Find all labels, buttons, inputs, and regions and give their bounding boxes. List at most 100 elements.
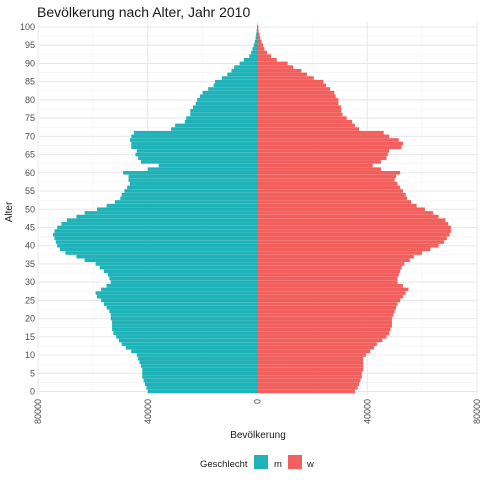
bar-w-age-61 (257, 167, 381, 171)
x-tick-label: 80000 (33, 399, 43, 424)
bar-m-age-49 (84, 211, 258, 215)
bar-m-age-21 (110, 313, 258, 317)
bar-m-age-15 (116, 335, 258, 339)
bar-w-age-75 (257, 116, 347, 120)
bar-w-age-58 (257, 178, 395, 182)
bar-m-age-98 (256, 32, 258, 37)
bar-m-age-80 (197, 98, 258, 102)
bar-w-age-47 (257, 218, 446, 222)
bar-w-age-73 (257, 123, 355, 128)
bars-w (257, 25, 451, 394)
bar-m-age-9 (138, 356, 258, 361)
bar-m-age-46 (61, 222, 258, 226)
bar-m-age-85 (214, 79, 258, 84)
bar-m-age-100 (256, 25, 258, 29)
bar-w-age-64 (257, 156, 387, 161)
bar-w-age-81 (257, 94, 336, 99)
bar-w-age-33 (257, 269, 401, 274)
bar-w-age-21 (257, 313, 394, 317)
bar-w-age-13 (257, 342, 377, 346)
y-tick-label: 50 (25, 204, 35, 214)
bar-m-age-40 (57, 243, 258, 248)
legend-swatch-w (288, 455, 302, 469)
bar-m-age-63 (140, 160, 258, 164)
bar-m-age-84 (213, 83, 258, 88)
bar-w-age-10 (257, 353, 366, 357)
bar-w-age-41 (257, 240, 445, 244)
bar-w-age-5 (257, 371, 362, 376)
bar-m-age-24 (103, 302, 258, 306)
bar-m-age-61 (147, 167, 258, 171)
bar-m-age-45 (57, 225, 258, 230)
y-tick-label: 30 (25, 277, 35, 287)
bar-m-age-6 (142, 367, 258, 372)
bar-m-age-37 (76, 254, 258, 259)
bar-m-age-25 (101, 298, 258, 303)
bar-w-age-39 (257, 247, 431, 252)
bar-w-age-38 (257, 251, 423, 255)
bar-m-age-38 (65, 251, 258, 255)
bar-w-age-90 (257, 61, 288, 66)
bar-w-age-15 (257, 335, 387, 339)
bar-w-age-42 (257, 236, 447, 241)
bar-w-age-99 (257, 28, 259, 33)
bar-m-age-92 (249, 54, 258, 58)
bar-w-age-80 (257, 98, 339, 102)
bar-m-age-4 (142, 375, 258, 379)
bar-m-age-71 (134, 130, 258, 135)
bar-w-age-16 (257, 331, 390, 335)
bar-m-age-23 (106, 305, 258, 310)
bar-w-age-6 (257, 367, 364, 372)
bar-m-age-3 (143, 378, 258, 383)
y-tick-label: 15 (25, 332, 35, 342)
bar-w-age-67 (257, 145, 402, 150)
bar-w-age-51 (257, 203, 417, 208)
bar-m-age-58 (128, 178, 258, 182)
y-axis-title: Alter (4, 201, 15, 222)
bar-m-age-65 (135, 152, 258, 157)
bar-m-age-57 (129, 181, 258, 186)
x-tick-label: 40000 (362, 399, 372, 424)
bar-w-age-87 (257, 72, 307, 77)
bar-w-age-74 (257, 119, 353, 124)
y-tick-label: 55 (25, 186, 35, 196)
y-tick-label: 70 (25, 131, 35, 141)
bar-w-age-52 (257, 200, 412, 204)
bar-w-age-20 (257, 316, 392, 321)
bar-m-age-39 (59, 247, 258, 252)
bar-w-age-28 (257, 287, 409, 292)
bar-m-age-91 (243, 58, 258, 62)
bar-m-age-2 (145, 382, 258, 386)
bar-m-age-76 (190, 112, 258, 117)
bar-m-age-82 (202, 90, 258, 95)
bar-m-age-73 (175, 123, 258, 128)
bar-m-age-14 (118, 338, 258, 343)
bar-w-age-100 (257, 25, 259, 29)
bar-w-age-34 (257, 265, 402, 270)
bar-m-age-88 (231, 68, 258, 73)
bar-w-age-17 (257, 327, 391, 332)
bar-w-age-36 (257, 258, 410, 263)
bar-w-age-62 (257, 163, 373, 168)
bar-w-age-94 (257, 47, 265, 51)
y-tick-label: 60 (25, 168, 35, 178)
bar-w-age-0 (257, 389, 355, 394)
bar-w-age-37 (257, 254, 414, 259)
y-tick-label: 40 (25, 241, 35, 251)
bar-m-age-81 (199, 94, 258, 99)
bar-m-age-96 (254, 39, 258, 44)
bar-w-age-69 (257, 138, 399, 142)
bar-m-age-68 (131, 141, 258, 146)
bar-w-age-22 (257, 309, 395, 314)
bar-w-age-85 (257, 79, 324, 84)
bar-w-age-48 (257, 214, 439, 219)
bar-m-age-8 (139, 360, 258, 365)
bar-w-age-84 (257, 83, 327, 88)
bar-w-age-63 (257, 160, 381, 164)
bar-m-age-29 (106, 284, 258, 288)
bar-w-age-83 (257, 87, 331, 91)
bar-m-age-18 (112, 324, 258, 328)
x-tick-label: 40000 (143, 399, 153, 424)
bar-m-age-87 (227, 72, 258, 77)
